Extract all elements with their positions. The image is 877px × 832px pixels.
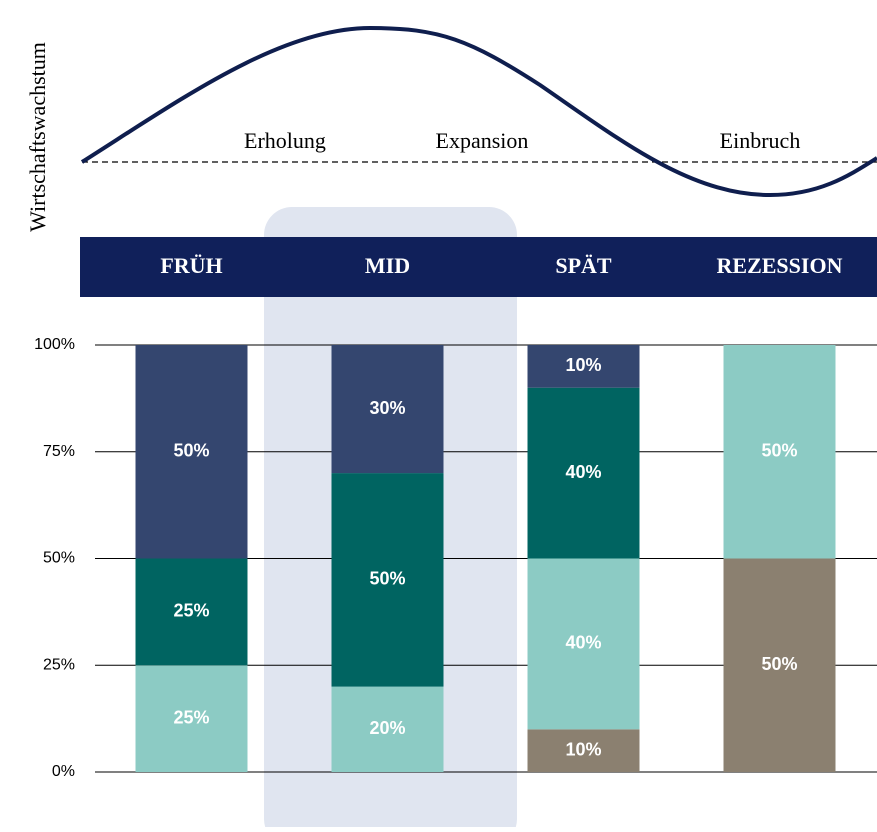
bar-segment — [135, 665, 248, 772]
category-label: SPÄT — [555, 253, 612, 278]
value-label: 25% — [173, 601, 209, 621]
value-label: 10% — [565, 355, 601, 375]
value-label: 20% — [369, 718, 405, 738]
value-label: 50% — [173, 441, 209, 461]
cycle-axis-label: Wirtschaftswachstum — [25, 42, 50, 232]
bar-segment — [723, 345, 836, 559]
bar-segment — [135, 345, 248, 559]
y-tick-label: 0% — [52, 763, 75, 780]
bar-segment — [527, 729, 640, 772]
value-label: 30% — [369, 398, 405, 418]
category-label: FRÜH — [160, 253, 222, 278]
bar-segment — [331, 686, 444, 772]
y-tick-label: 100% — [34, 336, 75, 353]
header-bar — [80, 237, 877, 297]
phase-label: Einbruch — [720, 128, 801, 153]
bar-segment — [527, 558, 640, 730]
phase-label: Expansion — [436, 128, 529, 153]
category-label: REZESSION — [717, 253, 843, 278]
value-label: 40% — [565, 633, 601, 653]
y-tick-label: 50% — [43, 550, 75, 567]
bar-segment — [527, 387, 640, 559]
value-label: 50% — [369, 569, 405, 589]
bar-segment — [723, 558, 836, 772]
value-label: 40% — [565, 462, 601, 482]
cycle-curve — [80, 25, 877, 198]
bar-segment — [135, 558, 248, 666]
y-tick-label: 75% — [43, 443, 75, 460]
category-label: MID — [365, 253, 410, 278]
value-label: 10% — [565, 739, 601, 759]
value-label: 25% — [173, 707, 209, 727]
y-tick-label: 25% — [43, 656, 75, 673]
bar-segment — [527, 345, 640, 388]
bar-segment — [331, 473, 444, 687]
bar-segment — [331, 345, 444, 474]
phase-label: Erholung — [244, 128, 326, 153]
value-label: 50% — [761, 654, 797, 674]
value-label: 50% — [761, 441, 797, 461]
